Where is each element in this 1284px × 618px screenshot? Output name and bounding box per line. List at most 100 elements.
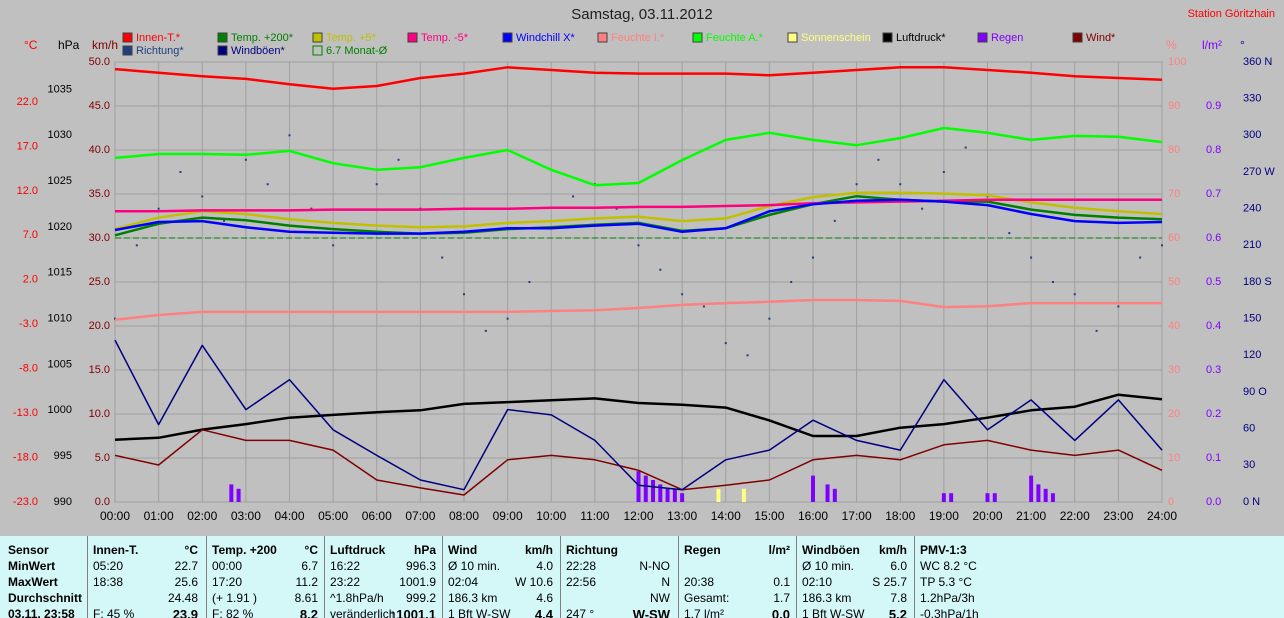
y-tick-label: 100 xyxy=(1168,56,1186,68)
table-cell: 6.7 xyxy=(301,559,318,573)
y-tick-label: 0.4 xyxy=(1206,320,1221,332)
x-tick-label: 01:00 xyxy=(144,509,174,523)
bar xyxy=(658,484,663,502)
x-tick-label: 24:00 xyxy=(1147,509,1177,523)
table-cell: N-NO xyxy=(639,559,670,573)
series-line xyxy=(114,339,1163,491)
x-tick-label: 18:00 xyxy=(885,509,915,523)
table-cell: Ø 10 min. xyxy=(802,559,855,573)
legend-swatch xyxy=(217,32,228,43)
legend-label: Sonnenschein xyxy=(801,32,871,44)
y-tick-label: 0.7 xyxy=(1206,188,1221,200)
legend-label: Luftdruck* xyxy=(896,32,946,44)
table-cell: 1001.9 xyxy=(399,575,436,589)
axis-unit: % xyxy=(1166,38,1177,52)
table-cell: W-SW xyxy=(632,607,670,618)
y-tick-label: 1025 xyxy=(48,175,72,187)
table-cell: 1.7 l/m² xyxy=(684,607,725,618)
legend-label: Feuchte A.* xyxy=(706,32,764,44)
x-tick-label: 19:00 xyxy=(929,509,959,523)
table-cell: Temp. +200 xyxy=(212,543,277,557)
bar xyxy=(665,488,670,502)
y-tick-label: 180 S xyxy=(1243,276,1272,288)
table-cell: 0.1 xyxy=(773,575,790,589)
x-tick-label: 02:00 xyxy=(187,509,217,523)
y-tick-label: 120 xyxy=(1243,349,1261,361)
bar xyxy=(229,484,234,502)
direction-dot xyxy=(659,268,662,271)
table-cell: 02:04 xyxy=(448,575,479,589)
x-tick-label: 14:00 xyxy=(711,509,741,523)
y-tick-label: 1020 xyxy=(48,221,72,233)
y-tick-label: -8.0 xyxy=(19,363,38,375)
bar xyxy=(949,493,954,502)
table-cell: 1 Bft W-SW xyxy=(802,607,865,618)
table-cell: 1.2hPa/3h xyxy=(920,591,975,605)
legend-label: Temp. +5* xyxy=(326,32,377,44)
table-cell: 18:38 xyxy=(93,575,124,589)
y-tick-label: 0.2 xyxy=(1206,408,1221,420)
table-cell: 186.3 km xyxy=(802,591,852,605)
legend-label: Innen-T.* xyxy=(136,32,181,44)
legend-swatch xyxy=(692,32,703,43)
bar xyxy=(1043,488,1048,502)
table-cell: Sensor xyxy=(8,543,49,557)
direction-dot xyxy=(484,329,487,332)
legend-swatch xyxy=(597,32,608,43)
y-tick-label: 40.0 xyxy=(89,144,110,156)
bar xyxy=(832,488,837,502)
direction-dot xyxy=(1161,244,1163,247)
chart-title: Samstag, 03.11.2012 xyxy=(571,6,713,23)
table-cell: W 10.6 xyxy=(514,575,553,589)
y-tick-label: 330 xyxy=(1243,93,1261,105)
y-tick-label: 210 xyxy=(1243,239,1261,251)
direction-dot xyxy=(746,354,749,357)
y-tick-label: 300 xyxy=(1243,129,1261,141)
y-tick-label: 0.9 xyxy=(1206,100,1221,112)
x-tick-label: 03:00 xyxy=(231,509,261,523)
legend-swatch xyxy=(122,32,133,43)
direction-dot xyxy=(201,195,204,198)
x-tick-label: 05:00 xyxy=(318,509,348,523)
table-cell: 22:56 xyxy=(566,575,597,589)
bar xyxy=(1050,493,1055,502)
bar xyxy=(741,488,746,502)
direction-dot xyxy=(681,293,684,296)
bar xyxy=(680,493,685,502)
x-tick-label: 23:00 xyxy=(1103,509,1133,523)
x-tick-label: 08:00 xyxy=(449,509,479,523)
separator xyxy=(442,536,443,618)
direction-dot xyxy=(266,183,269,186)
y-tick-label: 12.0 xyxy=(17,185,38,197)
table-cell: 11.2 xyxy=(295,575,318,589)
series-line xyxy=(114,429,1163,496)
x-tick-label: 11:00 xyxy=(580,509,609,523)
y-tick-label: 360 N xyxy=(1243,56,1272,68)
series-line xyxy=(114,198,1163,235)
y-tick-label: 0.1 xyxy=(1206,452,1221,464)
table-cell: Wind xyxy=(448,543,478,557)
direction-dot xyxy=(724,342,727,345)
bar xyxy=(716,488,721,502)
table-cell: 0.0 xyxy=(771,607,790,618)
direction-dot xyxy=(1139,256,1142,259)
y-tick-label: 1000 xyxy=(48,404,72,416)
y-tick-label: 1010 xyxy=(48,313,72,325)
y-tick-label: 0.8 xyxy=(1206,144,1221,156)
legend-swatch xyxy=(882,32,893,43)
table-cell: km/h xyxy=(524,543,553,557)
separator xyxy=(87,536,88,618)
y-tick-label: 70 xyxy=(1168,188,1180,200)
y-tick-label: 30.0 xyxy=(89,232,110,244)
y-tick-label: 15.0 xyxy=(89,364,110,376)
bar xyxy=(1036,484,1041,502)
table-cell: 22:28 xyxy=(566,559,597,573)
legend-swatch xyxy=(312,45,323,56)
direction-dot xyxy=(964,146,967,149)
table-cell: veränderlich xyxy=(330,607,396,618)
table-cell: 6.0 xyxy=(890,559,907,573)
direction-dot xyxy=(397,158,400,161)
table-cell: Luftdruck xyxy=(330,543,386,557)
y-tick-label: 60 xyxy=(1168,232,1180,244)
direction-dot xyxy=(244,158,247,161)
